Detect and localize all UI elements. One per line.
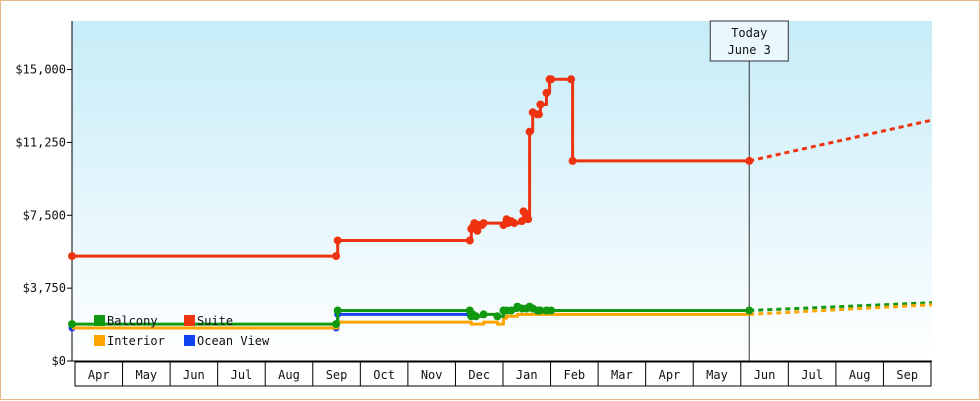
x-tick-label: Apr bbox=[659, 368, 681, 382]
suite-point bbox=[524, 215, 533, 224]
y-tick-label: $3,750 bbox=[23, 281, 66, 295]
x-tick-label: May bbox=[135, 368, 157, 382]
x-tick-label: Mar bbox=[611, 368, 633, 382]
today-box bbox=[709, 20, 789, 62]
x-tick-label: Feb bbox=[563, 368, 585, 382]
y-tick-label: $11,250 bbox=[15, 135, 66, 149]
legend-label-ocean-view: Ocean View bbox=[197, 334, 270, 348]
x-tick-label: Aug bbox=[278, 368, 300, 382]
suite-point bbox=[536, 100, 545, 109]
today-label: Today bbox=[731, 26, 767, 40]
balcony-point bbox=[333, 306, 342, 315]
balcony-point bbox=[471, 312, 480, 321]
y-tick-label: $7,500 bbox=[23, 208, 66, 222]
suite-point bbox=[333, 236, 342, 245]
x-tick-label: Sep bbox=[896, 368, 918, 382]
y-tick-label: $15,000 bbox=[15, 63, 66, 77]
series-lines bbox=[68, 75, 933, 332]
x-tick-label: Jul bbox=[231, 368, 253, 382]
balcony-point bbox=[68, 320, 76, 329]
suite-point bbox=[547, 75, 556, 84]
legend: Balcony Suite Interior Ocean View bbox=[94, 314, 270, 348]
suite-point bbox=[479, 219, 488, 228]
legend-swatch-balcony bbox=[94, 315, 105, 326]
suite-point bbox=[525, 127, 534, 136]
balcony-point bbox=[493, 312, 502, 321]
balcony-point bbox=[547, 306, 556, 315]
interior-line bbox=[72, 312, 750, 330]
legend-label-interior: Interior bbox=[107, 334, 165, 348]
balcony-point bbox=[507, 306, 516, 315]
y-tick-label: $0 bbox=[52, 354, 66, 368]
suite-point bbox=[510, 219, 519, 228]
balcony-projection-line bbox=[749, 301, 933, 312]
x-tick-label: Jul bbox=[801, 368, 823, 382]
suite-projection-line bbox=[748, 118, 933, 163]
legend-label-suite: Suite bbox=[197, 314, 233, 328]
legend-swatch-suite bbox=[184, 315, 195, 326]
x-tick-label: Sep bbox=[326, 368, 348, 382]
today-marker: Today June 3 bbox=[709, 20, 789, 361]
x-tick-label: Jun bbox=[183, 368, 205, 382]
balcony-point bbox=[745, 306, 754, 315]
suite-point bbox=[745, 156, 754, 165]
x-tick-label: Jun bbox=[754, 368, 776, 382]
legend-swatch-interior bbox=[94, 335, 105, 346]
balcony-point bbox=[479, 310, 488, 319]
x-tick-label: Oct bbox=[373, 368, 395, 382]
suite-point bbox=[68, 252, 76, 261]
x-tick-label: Aug bbox=[849, 368, 871, 382]
interior-projection-line bbox=[749, 303, 933, 316]
suite-point bbox=[542, 88, 551, 97]
x-tick-label: Apr bbox=[88, 368, 110, 382]
today-date-label: June 3 bbox=[728, 43, 771, 57]
x-tick-label: Nov bbox=[421, 368, 443, 382]
x-tick-label: Dec bbox=[468, 368, 490, 382]
balcony-point bbox=[332, 320, 341, 329]
suite-point bbox=[567, 75, 576, 84]
legend-label-balcony: Balcony bbox=[107, 314, 158, 328]
suite-point bbox=[465, 236, 474, 245]
suite-point bbox=[332, 252, 341, 261]
plot-background bbox=[72, 21, 932, 361]
x-tick-label: Jan bbox=[516, 368, 538, 382]
y-axis: $0 $3,750 $7,500 $11,250 $15,000 bbox=[15, 21, 73, 368]
legend-swatch-ocean-view bbox=[184, 335, 195, 346]
x-axis: Apr May Jun Jul Aug Sep Oct Nov Dec Jan Feb Mar Apr M… bbox=[72, 360, 932, 387]
balcony-point bbox=[536, 306, 545, 315]
suite-point bbox=[568, 156, 577, 165]
suite-point bbox=[534, 110, 543, 119]
x-tick-label: May bbox=[706, 368, 728, 382]
